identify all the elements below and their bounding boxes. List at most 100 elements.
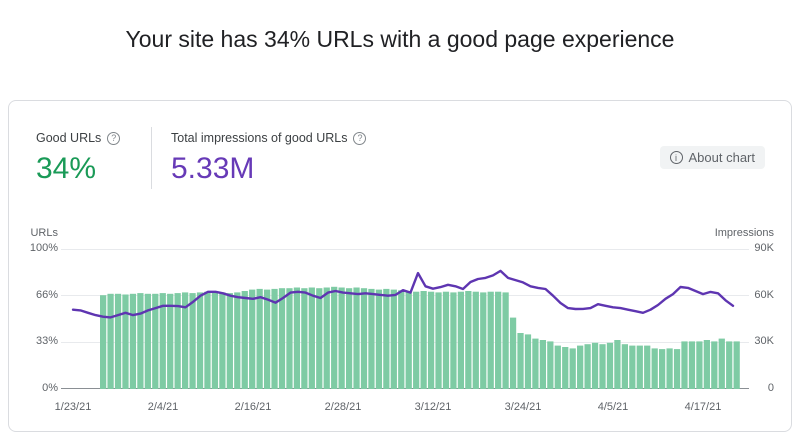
impressions-line[interactable] <box>71 269 735 319</box>
good-urls-bar[interactable] <box>398 290 405 389</box>
good-urls-bar[interactable] <box>584 344 591 389</box>
good-urls-bar[interactable] <box>502 292 509 389</box>
good-urls-bar[interactable] <box>263 289 271 389</box>
good-urls-bar[interactable] <box>547 341 554 389</box>
chart-plot-area[interactable] <box>61 249 749 389</box>
good-urls-bar[interactable] <box>353 287 360 390</box>
good-urls-bar[interactable] <box>450 292 457 389</box>
good-urls-bar[interactable] <box>152 293 159 389</box>
good-urls-bar[interactable] <box>569 348 576 389</box>
good-urls-bar[interactable] <box>159 293 166 389</box>
good-urls-bar[interactable] <box>234 292 241 389</box>
good-urls-bar[interactable] <box>644 345 651 389</box>
metric-good-urls: Good URLs ? 34% <box>36 131 121 186</box>
good-urls-bar[interactable] <box>524 334 532 389</box>
good-urls-bar[interactable] <box>487 291 494 389</box>
good-urls-bar[interactable] <box>375 289 383 389</box>
x-axis-tick: 2/28/21 <box>324 401 362 413</box>
good-urls-bar[interactable] <box>726 341 733 389</box>
good-urls-bar[interactable] <box>509 317 517 389</box>
good-urls-bar[interactable] <box>256 288 263 389</box>
good-urls-bar[interactable] <box>696 341 703 389</box>
good-urls-bar[interactable] <box>733 341 740 389</box>
good-urls-bar[interactable] <box>316 288 323 389</box>
good-urls-bar[interactable] <box>614 340 621 389</box>
good-urls-bar[interactable] <box>174 293 181 389</box>
good-urls-bar[interactable] <box>331 286 338 389</box>
good-urls-bar[interactable] <box>360 288 368 389</box>
good-urls-bar[interactable] <box>591 342 599 389</box>
good-urls-bar[interactable] <box>196 292 204 389</box>
good-urls-bar[interactable] <box>711 341 718 389</box>
good-urls-bar[interactable] <box>517 333 524 389</box>
good-urls-bar[interactable] <box>383 288 390 389</box>
good-urls-bar[interactable] <box>666 348 673 389</box>
good-urls-bar[interactable] <box>465 291 472 389</box>
good-urls-bar[interactable] <box>368 288 375 389</box>
good-urls-bar[interactable] <box>211 292 219 389</box>
good-urls-bar[interactable] <box>189 293 196 389</box>
good-urls-bar[interactable] <box>405 291 412 389</box>
good-urls-bar[interactable] <box>420 291 427 389</box>
good-urls-bar[interactable] <box>181 292 189 389</box>
about-chart-button[interactable]: i About chart <box>659 146 765 169</box>
good-urls-bar[interactable] <box>241 291 248 389</box>
good-urls-bar[interactable] <box>435 292 442 389</box>
good-urls-bar[interactable] <box>703 340 710 389</box>
help-circle-icon[interactable]: ? <box>107 131 121 145</box>
good-urls-bar[interactable] <box>129 293 137 389</box>
gridline <box>61 249 749 250</box>
left-axis-tick: 0% <box>42 382 58 394</box>
good-urls-bar[interactable] <box>122 294 129 390</box>
good-urls-bar[interactable] <box>167 293 174 389</box>
good-urls-bar[interactable] <box>532 338 539 389</box>
good-urls-bar[interactable] <box>249 289 256 389</box>
right-axis-tick: 30K <box>754 335 774 347</box>
good-urls-bar[interactable] <box>629 345 636 389</box>
chart-plot-svg[interactable] <box>63 249 741 389</box>
good-urls-bar[interactable] <box>345 288 353 389</box>
good-urls-bar[interactable] <box>681 341 688 389</box>
gridline <box>61 295 749 296</box>
good-urls-bar[interactable] <box>554 345 561 389</box>
good-urls-bar[interactable] <box>219 292 226 389</box>
good-urls-bar[interactable] <box>606 342 614 389</box>
good-urls-bar[interactable] <box>204 291 211 389</box>
good-urls-bar[interactable] <box>293 287 301 390</box>
good-urls-bar[interactable] <box>599 344 606 389</box>
good-urls-bar[interactable] <box>413 291 420 389</box>
good-urls-bar[interactable] <box>442 291 450 389</box>
good-urls-bar[interactable] <box>636 345 643 389</box>
good-urls-bar[interactable] <box>427 291 435 389</box>
good-urls-bar[interactable] <box>673 349 681 389</box>
help-circle-icon[interactable]: ? <box>353 131 367 145</box>
good-urls-bar[interactable] <box>271 288 278 389</box>
good-urls-bar[interactable] <box>539 340 547 389</box>
good-urls-bar[interactable] <box>495 291 502 389</box>
good-urls-bar[interactable] <box>562 347 569 389</box>
good-urls-bar[interactable] <box>577 345 584 389</box>
good-urls-bar[interactable] <box>390 289 397 389</box>
good-urls-bar[interactable] <box>308 287 315 390</box>
page-title: Your site has 34% URLs with a good page … <box>125 26 675 52</box>
good-urls-bar[interactable] <box>114 293 122 389</box>
good-urls-bar[interactable] <box>137 293 144 389</box>
good-urls-bar[interactable] <box>480 292 487 389</box>
good-urls-bar[interactable] <box>301 288 308 389</box>
left-axis-tick: 33% <box>35 335 58 347</box>
good-urls-bar[interactable] <box>457 291 465 389</box>
good-urls-bar[interactable] <box>659 349 666 389</box>
good-urls-bar[interactable] <box>144 293 151 389</box>
good-urls-bar[interactable] <box>718 338 725 389</box>
good-urls-bar[interactable] <box>338 287 345 390</box>
good-urls-bar[interactable] <box>688 341 696 389</box>
good-urls-bar[interactable] <box>472 291 479 389</box>
good-urls-bar[interactable] <box>226 293 233 389</box>
good-urls-bar[interactable] <box>323 287 330 390</box>
good-urls-bar[interactable] <box>621 344 628 389</box>
good-urls-bar[interactable] <box>286 288 293 389</box>
good-urls-bar[interactable] <box>651 348 658 389</box>
good-urls-bar[interactable] <box>107 293 114 389</box>
good-urls-bar[interactable] <box>100 295 107 389</box>
good-urls-bar[interactable] <box>278 288 286 389</box>
